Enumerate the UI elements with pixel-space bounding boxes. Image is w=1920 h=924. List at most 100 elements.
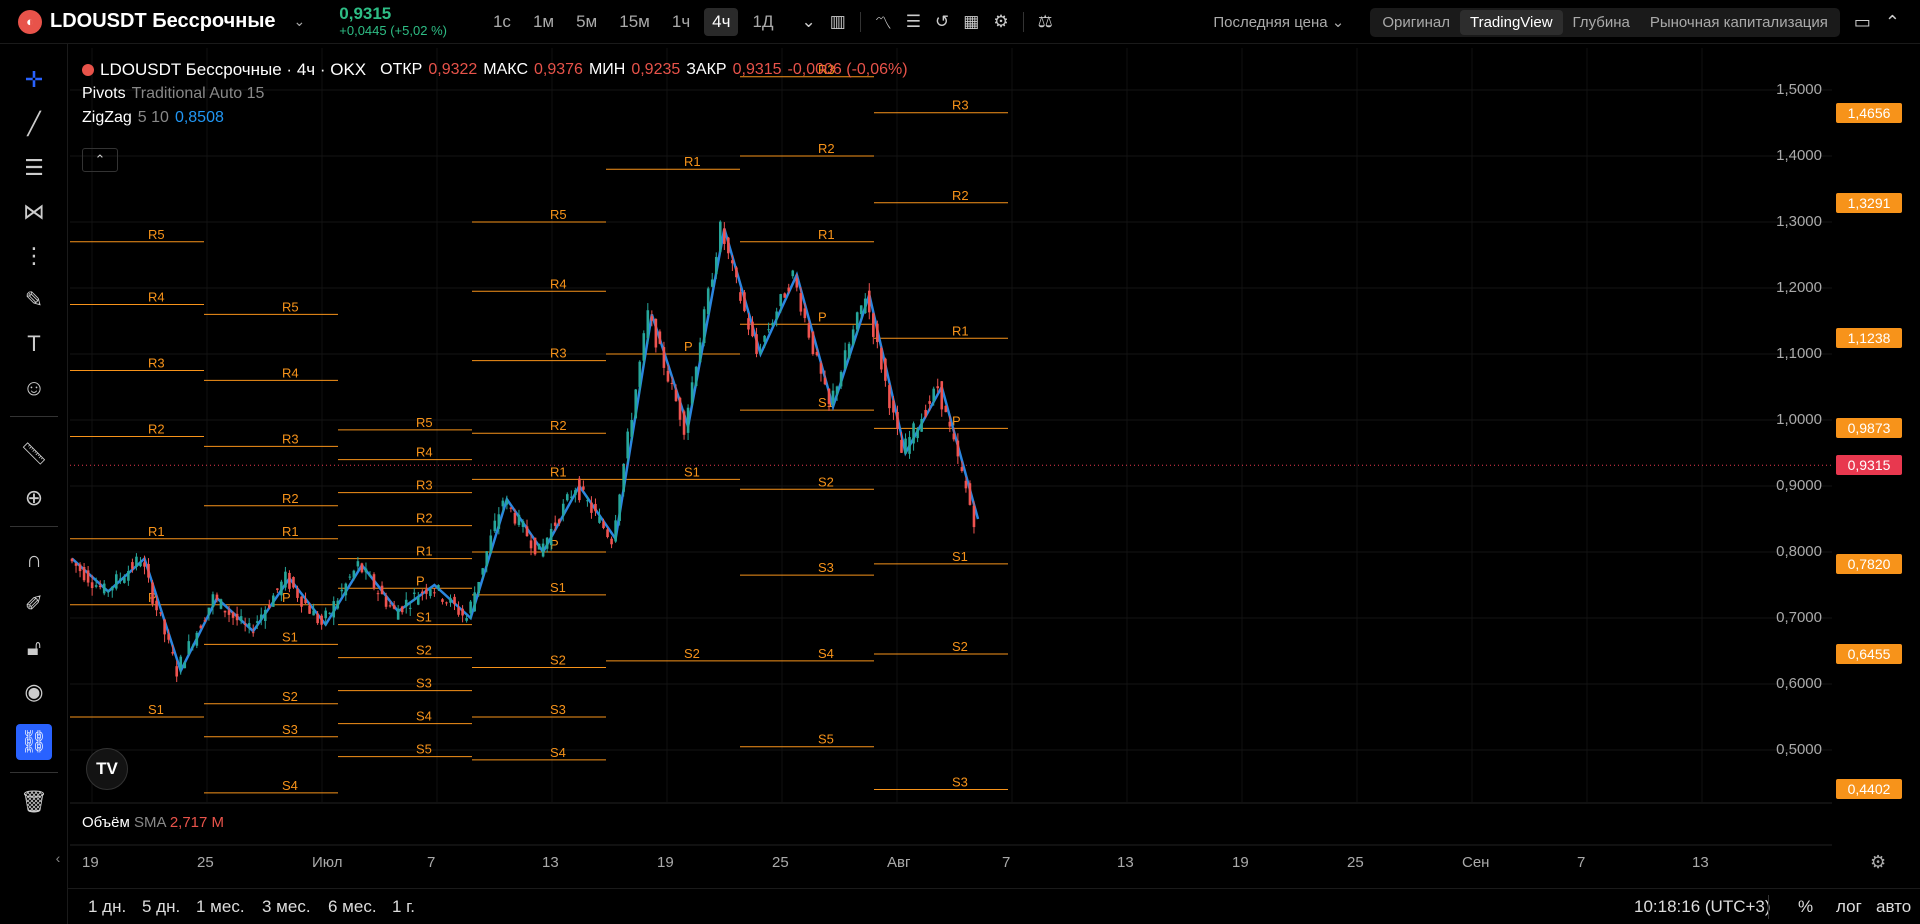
candle-body [70,558,74,562]
range-button-0[interactable]: 1 дн. [88,897,127,916]
settings-gear-icon[interactable]: ⚙ [1870,852,1887,872]
candle-body [952,433,956,440]
tradingview-logo[interactable]: TV [86,748,128,790]
auto-toggle[interactable]: авто [1876,897,1912,916]
chevron-down-icon[interactable]: ⌄ [801,11,816,31]
pivot-label: R1 [148,524,165,539]
candle-body [900,439,903,453]
x-axis-label: 7 [1577,854,1586,871]
fullscreen-icon[interactable]: ▭ [1853,11,1871,32]
clock[interactable]: 10:18:16 (UTC+3) [1634,897,1771,916]
symbol-name[interactable]: LDOUSDT Бессрочные [50,10,276,32]
percent-toggle[interactable]: % [1798,897,1814,916]
view-tab-1[interactable]: TradingView [1459,9,1563,35]
log-toggle[interactable]: лог [1836,897,1862,916]
view-tab-3[interactable]: Рыночная капитализация [1649,13,1828,31]
calendar-icon[interactable]: ▦ [963,11,980,31]
ruler-icon[interactable]: 📏︎ [20,441,48,466]
candle-body [662,347,666,368]
candle-body [412,592,416,594]
view-controls: Последняя цена ⌄ Оригинал TradingView Глуб… [1213,0,1900,44]
candle-type-icon[interactable]: ▥ [829,11,846,31]
legend-collapse-button[interactable]: ⌃ [82,148,118,172]
candle-body [670,383,674,385]
timeframe-0[interactable]: 1с [492,11,511,31]
candle-body [940,381,944,410]
text-icon[interactable]: T [27,331,41,356]
high-label: МАКС [483,61,528,78]
pivot-label: R2 [416,511,433,526]
trash-icon[interactable]: 🗑︎ [20,789,48,814]
trend-line-icon[interactable]: ╱ [27,111,41,136]
candle-body [654,318,658,348]
range-button-4[interactable]: 6 мес. [328,897,377,916]
candle-body [280,581,283,596]
range-button-2[interactable]: 1 мес. [196,897,245,916]
view-tab-2[interactable]: Глубина [1572,13,1630,31]
low-label: МИН [588,61,626,78]
timeframe-5[interactable]: 4ч [704,7,739,36]
zigzag-indicator[interactable]: ZigZag 5 10 0,8508 [82,106,908,130]
scale-icon[interactable]: ⚖ [1037,11,1053,31]
link-icon[interactable]: ⛓ [16,724,52,760]
candle-body [94,585,98,587]
candle-body [396,608,400,620]
range-button-3[interactable]: 3 мес. [262,897,311,916]
pivots-indicator[interactable]: Pivots Traditional Auto 15 [82,82,908,106]
chart-tools: ⌄ ▥ 〽 ☰ ↺ ▦ ⚙ ⚖ [801,9,1053,34]
timeframe-4[interactable]: 1ч [671,11,691,31]
candle-body [594,503,597,512]
candle-body [791,270,795,277]
pattern-icon[interactable]: ⋈ [23,199,45,224]
list-icon[interactable]: ☰ [905,11,922,31]
candle-body [916,428,919,439]
draw-lock-icon[interactable]: ✐ [24,591,44,616]
candle-body [751,321,754,337]
view-tab-0[interactable]: Оригинал [1382,13,1450,31]
gann-icon[interactable]: ⋮ [23,243,45,268]
candle-body [509,507,513,509]
x-axis-label: Июл [312,854,343,871]
candle-body [658,331,662,344]
indicators-icon[interactable]: 〽 [874,14,892,33]
emoji-icon[interactable]: ☺ [22,375,46,400]
timeframe-3[interactable]: 15м [619,11,650,31]
candle-body [723,228,726,244]
gear-icon[interactable]: ⚙ [993,11,1009,31]
price-type-select[interactable]: Последняя цена ⌄ [1213,14,1345,31]
fib-icon[interactable]: ☰ [24,155,44,180]
candle-body [171,652,174,654]
unlock-icon[interactable]: 🔓︎ [26,635,42,660]
crosshair-icon[interactable]: ✛ [24,67,44,92]
pivots-name: Pivots [82,85,126,102]
candle-body [884,358,887,381]
zoom-in-icon[interactable]: ⊕ [24,485,44,510]
timeframe-1[interactable]: 1м [532,11,555,31]
brush-icon[interactable]: ✎ [24,287,44,312]
magnet-icon[interactable]: ∩ [26,547,42,572]
candle-body [553,522,557,526]
chevron-down-icon[interactable]: ⌄ [293,13,306,29]
bottom-toolbar: 1 дн. 5 дн. 1 мес. 3 мес. 6 мес. 1 г. 10:18:1… [68,888,1920,924]
pivot-label: S2 [818,474,834,489]
candle-body [650,316,654,321]
candle-body [904,438,907,454]
pivot-label: R3 [416,478,433,493]
eye-icon[interactable]: ◉ [24,679,44,704]
timeframe-selector: 1с 1м 5м 15м 1ч 4ч 1Д [485,7,781,36]
chevron-left-icon[interactable]: ‹ [55,850,61,866]
candle-body [143,562,146,567]
candle-body [763,335,766,342]
y-axis-label: 1,2000 [1776,279,1822,296]
timeframe-6[interactable]: 1Д [752,11,774,31]
pivot-label: P [818,309,827,324]
candle-body [207,607,211,615]
range-button-5[interactable]: 1 г. [392,897,416,916]
candle-body [855,312,859,330]
range-button-1[interactable]: 5 дн. [142,897,181,916]
timeframe-2[interactable]: 5м [576,11,598,31]
symbol-selector[interactable]: ◐ LDOUSDT Бессрочные ⌄ [0,0,305,43]
collapse-icon[interactable]: ⌃ [1884,11,1900,32]
replay-icon[interactable]: ↺ [935,11,950,31]
